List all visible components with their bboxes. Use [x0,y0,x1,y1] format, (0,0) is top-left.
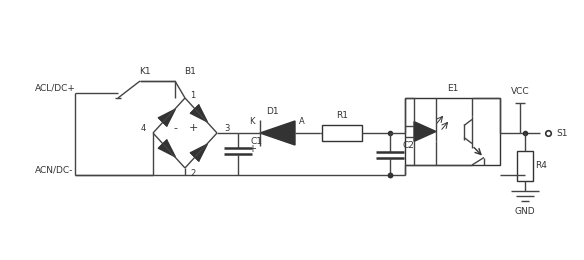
Polygon shape [260,121,295,145]
Text: 3: 3 [224,124,230,133]
Text: R4: R4 [535,161,547,171]
Text: +: + [188,123,198,133]
Bar [405,98,500,165]
Text: K1: K1 [139,67,151,75]
Polygon shape [158,140,175,157]
Text: S1: S1 [556,128,568,138]
Text: 4: 4 [140,124,145,133]
Text: C1: C1 [250,136,262,146]
Text: ACL/DC+: ACL/DC+ [35,83,76,93]
Text: +: + [248,144,256,154]
Text: K: K [249,116,255,126]
Bar [517,151,533,181]
Text: D1: D1 [266,107,279,115]
Text: A: A [299,116,305,126]
Text: VCC: VCC [510,87,529,95]
Text: -: - [173,123,177,133]
Text: E1: E1 [447,83,458,93]
Polygon shape [414,122,436,141]
Text: C2: C2 [402,140,414,150]
Bar [322,125,362,141]
Polygon shape [190,105,207,122]
Polygon shape [158,109,175,126]
Polygon shape [190,144,207,161]
Text: 1: 1 [190,90,196,100]
Text: B1: B1 [184,67,196,75]
Text: 2: 2 [190,168,196,178]
Text: R1: R1 [336,110,348,120]
Text: GND: GND [515,206,536,216]
Text: ACN/DC-: ACN/DC- [35,166,74,174]
